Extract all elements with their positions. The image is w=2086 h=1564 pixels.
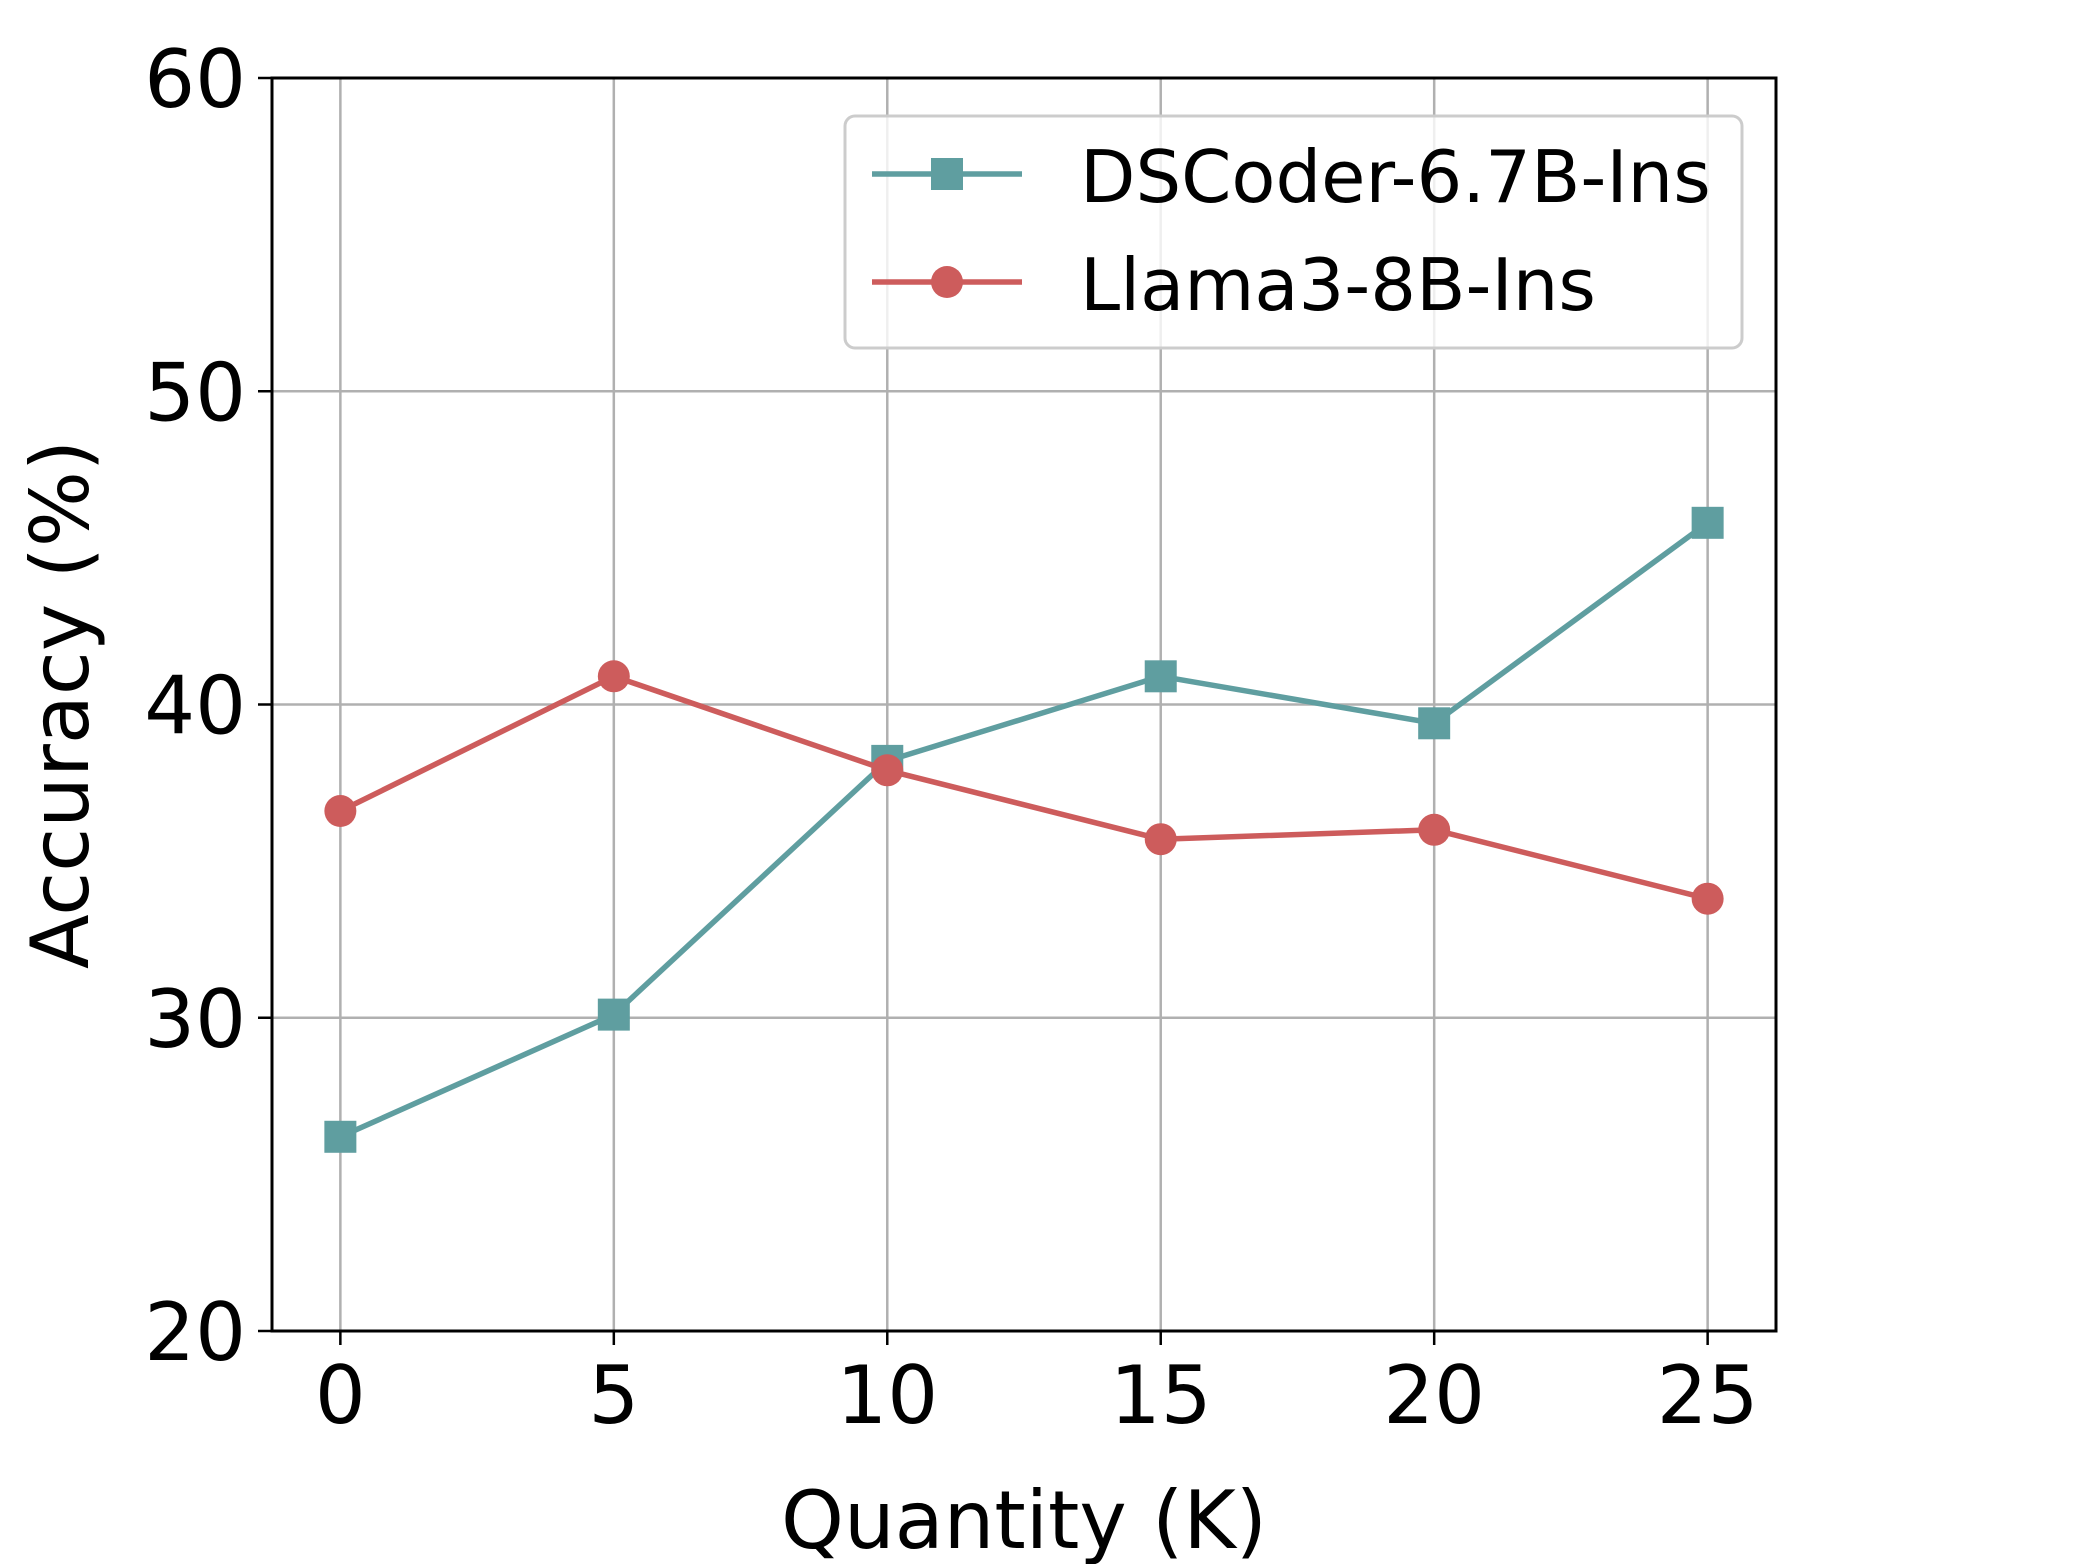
series-1 bbox=[324, 660, 1724, 915]
data-point bbox=[1418, 707, 1451, 740]
x-tick-label: 10 bbox=[836, 1349, 938, 1442]
data-point bbox=[324, 1120, 357, 1153]
y-tick-label: 30 bbox=[144, 973, 246, 1066]
series-0 bbox=[324, 506, 1724, 1153]
series-line bbox=[339, 673, 1709, 902]
series-line bbox=[339, 520, 1710, 1140]
data-point bbox=[1691, 506, 1724, 539]
legend-marker bbox=[931, 158, 963, 190]
x-tick-label: 25 bbox=[1657, 1349, 1759, 1442]
x-tick-label: 0 bbox=[315, 1349, 366, 1442]
x-tick-label: 5 bbox=[588, 1349, 639, 1442]
x-axis-label: Quantity (K) bbox=[781, 1474, 1267, 1564]
legend-label: DSCoder-6.7B-Ins bbox=[1080, 135, 1711, 219]
data-point bbox=[1144, 823, 1177, 856]
y-tick-label: 50 bbox=[144, 346, 246, 439]
legend-item: DSCoder-6.7B-Ins bbox=[872, 135, 1711, 219]
legend-marker bbox=[931, 266, 963, 298]
x-tick-label: 20 bbox=[1383, 1349, 1485, 1442]
y-axis: 20 30 40 50 60 bbox=[144, 33, 272, 1379]
y-tick-label: 40 bbox=[144, 660, 246, 753]
data-point bbox=[324, 795, 357, 828]
x-tick-label: 15 bbox=[1110, 1349, 1212, 1442]
data-point bbox=[1418, 813, 1451, 846]
x-axis: 0 5 10 15 20 25 bbox=[315, 1331, 1759, 1442]
y-tick-label: 20 bbox=[144, 1286, 246, 1379]
legend-box bbox=[843, 114, 1744, 350]
legend-item: Llama3-8B-Ins bbox=[872, 243, 1596, 327]
y-tick-label: 60 bbox=[144, 33, 246, 126]
y-axis-label: Accuracy (%) bbox=[14, 440, 107, 969]
legend: DSCoder-6.7B-Ins Llama3-8B-Ins bbox=[843, 114, 1744, 350]
data-point bbox=[1691, 882, 1724, 915]
series-layer bbox=[324, 506, 1724, 1153]
data-point bbox=[597, 660, 630, 693]
legend-label: Llama3-8B-Ins bbox=[1080, 243, 1596, 327]
data-point bbox=[1144, 660, 1177, 693]
data-point bbox=[871, 754, 904, 787]
data-point bbox=[597, 998, 630, 1031]
